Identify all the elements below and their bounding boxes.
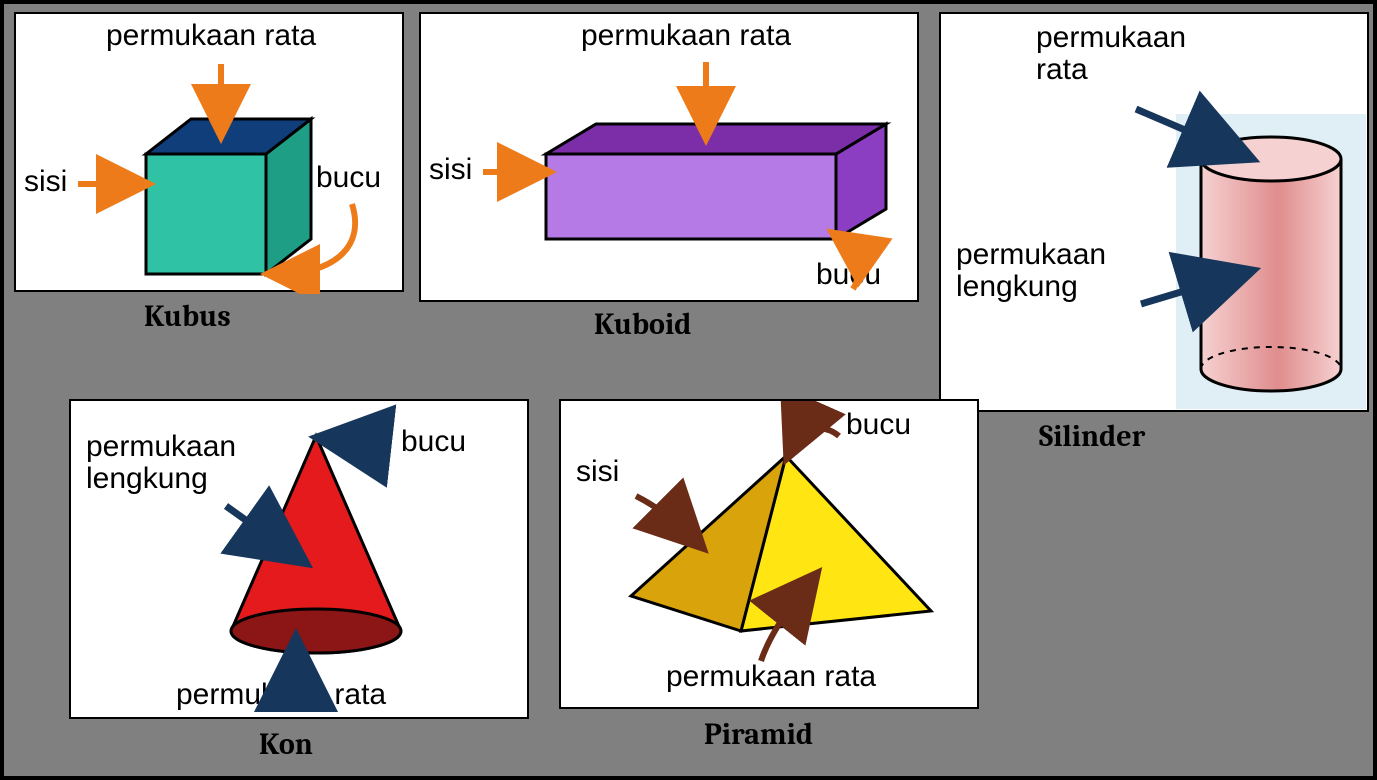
caption-kubus: Kubus xyxy=(144,299,231,334)
kon-shape xyxy=(71,401,531,721)
caption-silinder: Silinder xyxy=(1039,419,1145,454)
piramid-shape xyxy=(561,401,981,711)
kubus-shape xyxy=(16,14,406,294)
caption-piramid: Piramid xyxy=(704,717,813,752)
panel-kon: permukaan lengkung bucu permukaan rata xyxy=(69,399,529,719)
caption-kuboid: Kuboid xyxy=(594,307,691,342)
panel-kuboid: permukaan rata sisi bucu xyxy=(419,12,919,302)
panel-silinder: permukaan rata permukaan lengkung xyxy=(939,12,1369,412)
silinder-shape xyxy=(941,14,1371,414)
caption-kon: Kon xyxy=(259,727,313,762)
kuboid-shape xyxy=(421,14,921,304)
panel-kubus: permukaan rata sisi bucu xyxy=(14,12,404,292)
panel-piramid: bucu sisi permukaan rata xyxy=(559,399,979,709)
